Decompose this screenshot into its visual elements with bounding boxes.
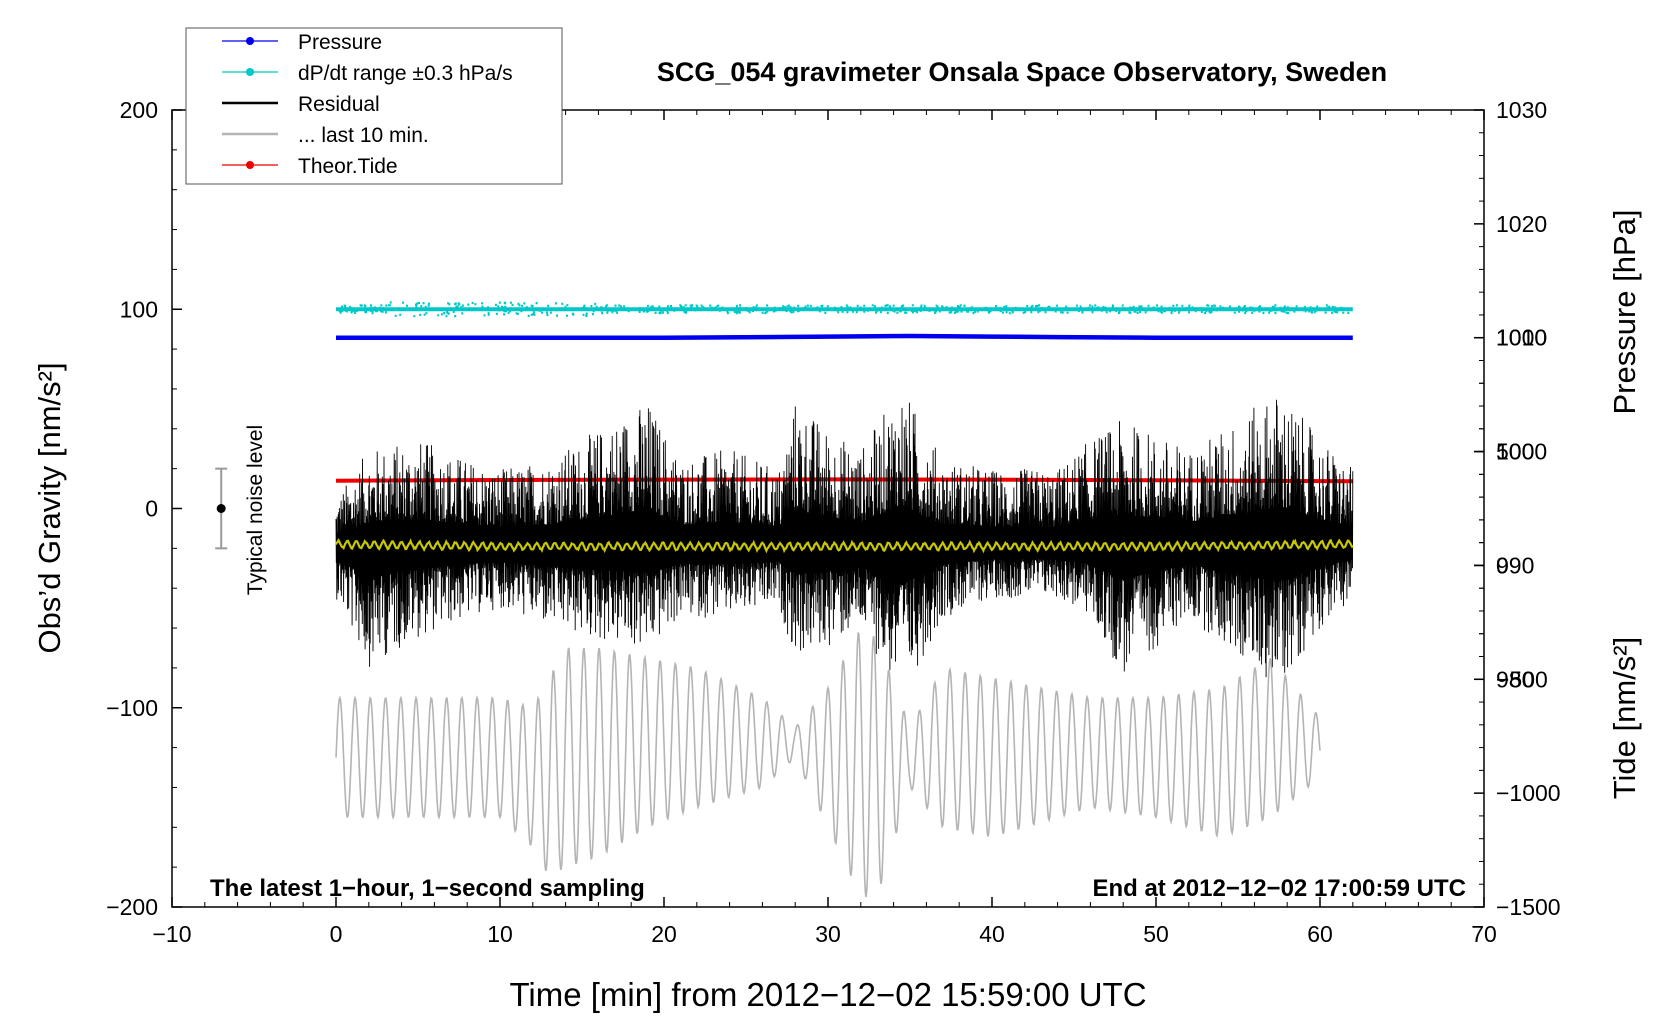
last-10-min-series: [335, 631, 1321, 898]
pressure-tick-label: 1010: [1496, 325, 1547, 351]
x-tick-label: 50: [1143, 921, 1169, 947]
x-tick-label: 60: [1307, 921, 1333, 947]
tide-tick-label: −1500: [1496, 894, 1561, 920]
tide-tick-label: 500: [1496, 439, 1534, 465]
legend-label: Pressure: [298, 31, 382, 54]
legend-label: ... last 10 min.: [298, 124, 429, 147]
pressure-line: [336, 333, 1353, 340]
chart-title: SCG_054 gravimeter Onsala Space Observat…: [657, 57, 1387, 87]
pressure-tick-label: 980: [1496, 666, 1534, 692]
residual-smoothed-series: [334, 538, 1354, 554]
y-left-tick-label: 200: [120, 97, 158, 123]
legend-label: dP/dt range ±0.3 hPa/s: [298, 62, 513, 85]
pressure-series: [336, 333, 1353, 340]
last-10-min-line: [335, 631, 1321, 898]
y-left-tick-label: −100: [106, 695, 158, 721]
pressure-tick-label: 1020: [1496, 211, 1547, 237]
y-left-tick-label: 0: [145, 496, 158, 522]
legend: Pressure dP/dt range ±0.3 hPa/s Residual..…: [185, 27, 563, 185]
x-tick-label: 10: [487, 921, 513, 947]
y-left-axis: 200 100 0 −100 −200: [106, 97, 182, 920]
tide-tick-label: −500: [1496, 666, 1548, 692]
tide-tick-label: 0: [1496, 552, 1509, 578]
annotation-end-time: End at 2012−12−02 17:00:59 UTC: [1092, 875, 1466, 902]
x-tick-label: 70: [1471, 921, 1497, 947]
tide-series: [335, 477, 1353, 484]
dpdt-scatter: [338, 301, 1350, 318]
annotation-sampling: The latest 1−hour, 1−second sampling: [210, 875, 645, 902]
y-left-axis-label: Obs’d Gravity [nm/s²]: [32, 362, 67, 653]
noise-bar-label: Typical noise level: [244, 425, 267, 595]
legend-box: [185, 27, 563, 185]
residual-series: [335, 399, 1354, 678]
legend-label: Residual: [298, 93, 380, 116]
x-tick-label: 30: [815, 921, 841, 947]
y-left-tick-label: 100: [120, 296, 158, 322]
noise-bar: [215, 467, 228, 550]
x-tick-label: −10: [152, 921, 191, 947]
x-tick-label: 20: [651, 921, 677, 947]
y-left-tick-label: −200: [106, 894, 158, 920]
noise-bar-center: [216, 504, 226, 513]
x-tick-label: 40: [979, 921, 1005, 947]
residual-smoothed-line: [334, 538, 1354, 554]
pressure-tick-label: 1000: [1496, 439, 1547, 465]
legend-swatch-dot: [246, 68, 254, 76]
dpdt-series: [336, 301, 1353, 318]
tide-tick-label: 1000: [1496, 325, 1547, 351]
pressure-tick-label: 1030: [1496, 97, 1547, 123]
tide-line: [335, 477, 1353, 484]
tide-tick-label: −1000: [1496, 780, 1561, 806]
x-axis-label: Time [min] from 2012−12−02 15:59:00 UTC: [509, 976, 1146, 1013]
residual-line: [335, 399, 1354, 678]
legend-swatch-dot: [246, 161, 254, 169]
legend-label: Theor.Tide: [298, 155, 398, 178]
pressure-axis-label: Pressure [hPa]: [1607, 209, 1642, 414]
x-tick-label: 0: [330, 921, 343, 947]
pressure-tick-label: 990: [1496, 552, 1534, 578]
tide-axis-label: Tide [nm/s²]: [1607, 637, 1642, 800]
legend-swatch-dot: [246, 37, 254, 45]
